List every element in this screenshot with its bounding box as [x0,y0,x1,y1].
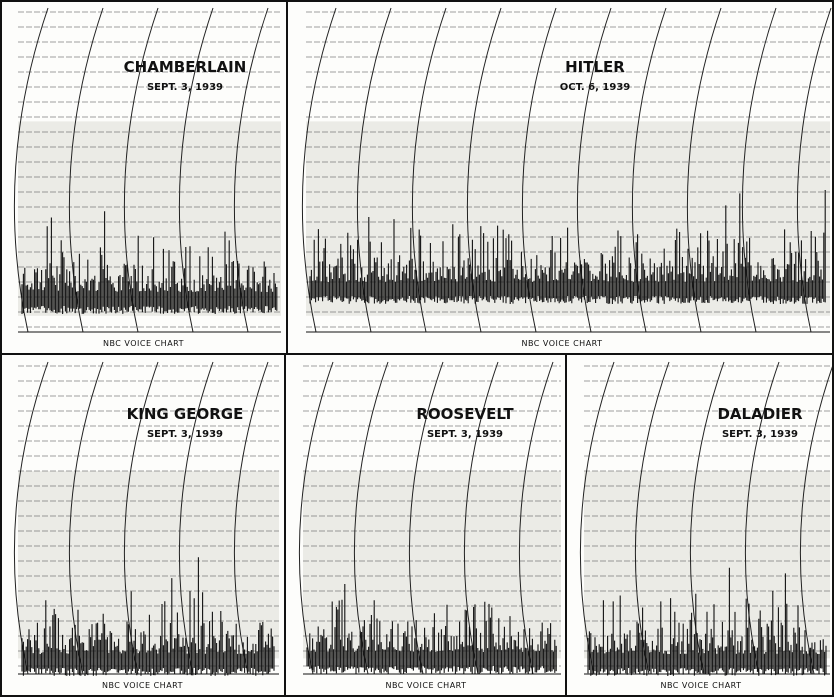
chart-arc [301,7,337,333]
speech-date: SEPT. 3, 1939 [147,82,223,93]
speaker-name: ROOSEVELT [416,405,514,423]
chart-arc [799,361,834,675]
chart-arc [233,361,269,675]
voice-trace [587,567,827,676]
voice-chart-panel: KING GEORGE SEPT. 3, 1939 NBC VOICE CHART [13,361,279,690]
voice-trace [21,557,275,676]
speech-date: SEPT. 3, 1939 [427,429,503,440]
voice-trace [306,584,557,674]
chart-arc [796,7,832,333]
voice-trace [309,190,826,304]
speaker-name: DALADIER [717,405,803,423]
speech-date: SEPT. 3, 1939 [722,429,798,440]
chart-arc [518,361,554,675]
chart-arc [689,361,725,675]
speech-date: OCT. 6, 1939 [560,82,631,93]
chart-arc [178,361,214,675]
chart-footer: NBC VOICE CHART [521,339,602,348]
chart-arc [298,361,334,675]
speaker-name: HITLER [565,58,625,76]
chart-arc [631,7,667,333]
chart-shading [303,471,561,659]
chart-arc [408,361,444,675]
chart-footer: NBC VOICE CHART [103,339,184,348]
chart-shading [18,471,279,659]
chart-arc [123,361,159,675]
chart-arc [634,361,670,675]
speaker-name: CHAMBERLAIN [124,58,247,76]
voice-chart-panel: CHAMBERLAIN SEPT. 3, 1939 NBC VOICE CHART [13,7,281,348]
speech-date: SEPT. 3, 1939 [147,429,223,440]
chart-arc [13,7,49,333]
voice-chart-panel: HITLER OCT. 6, 1939 NBC VOICE CHART [301,7,832,348]
chart-footer: NBC VOICE CHART [660,681,741,690]
chart-arc [13,361,49,675]
voice-trace [21,211,278,314]
chart-footer: NBC VOICE CHART [385,681,466,690]
chart-arc [411,7,447,333]
voice-chart-panel: ROOSEVELT SEPT. 3, 1939 NBC VOICE CHART [298,361,561,690]
chart-arc [463,361,499,675]
speaker-name: KING GEORGE [127,405,244,423]
chart-arc [123,7,159,333]
voice-chart-panel: DALADIER SEPT. 3, 1939 NBC VOICE CHART [579,361,834,690]
chart-footer: NBC VOICE CHART [102,681,183,690]
chart-arc [579,361,615,675]
chart-arc [744,361,780,675]
